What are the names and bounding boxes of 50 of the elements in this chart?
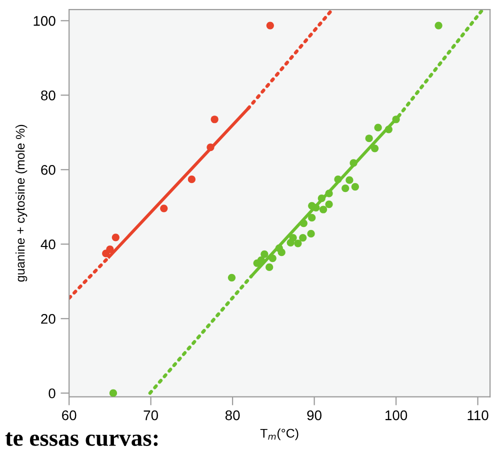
- point: [268, 254, 276, 262]
- x-tick-label: 70: [144, 410, 158, 420]
- point: [210, 116, 218, 124]
- point: [365, 134, 373, 142]
- point: [351, 182, 359, 191]
- point: [260, 250, 268, 258]
- point: [370, 144, 379, 152]
- point: [228, 274, 236, 282]
- point: [350, 159, 358, 167]
- x-tick-label: 60: [62, 410, 76, 420]
- point: [299, 234, 307, 242]
- point: [384, 126, 392, 134]
- text: te essas curvas:: [5, 432, 158, 446]
- point: [257, 256, 265, 264]
- point: [266, 263, 274, 272]
- y-tick-label: 80: [41, 90, 56, 100]
- x-tick-label: 100: [386, 410, 408, 420]
- point: [112, 234, 120, 242]
- point: [334, 176, 342, 184]
- y-axis-title: guanine + cytosine (mole %): [16, 124, 28, 282]
- point: [434, 22, 442, 30]
- point: [109, 389, 118, 397]
- x-tick-label: 110: [468, 410, 488, 420]
- point: [346, 176, 354, 184]
- point: [278, 248, 286, 256]
- y-tick-label: 60: [41, 164, 56, 175]
- point: [325, 200, 333, 208]
- point: [266, 22, 274, 30]
- point: [325, 190, 333, 198]
- point: [289, 234, 297, 242]
- point: [160, 204, 168, 212]
- point: [319, 206, 328, 214]
- x-tick-label: 80: [225, 410, 240, 420]
- point: [307, 230, 315, 238]
- point: [318, 194, 326, 202]
- y-tick-label: 40: [40, 239, 56, 250]
- x-axis-title: T$_{m}$(°C): [260, 428, 298, 440]
- y-tick-label: 100: [34, 16, 56, 26]
- point: [392, 116, 400, 124]
- point: [308, 214, 316, 222]
- point: [300, 219, 308, 228]
- x-tick-label: 90: [307, 410, 322, 420]
- point: [106, 246, 114, 254]
- point: [188, 176, 196, 184]
- y-tick-label: 20: [41, 314, 56, 324]
- point: [374, 124, 382, 132]
- point: [206, 144, 214, 152]
- point: [342, 184, 350, 192]
- point: [294, 240, 302, 248]
- y-tick-label: 0: [48, 388, 56, 398]
